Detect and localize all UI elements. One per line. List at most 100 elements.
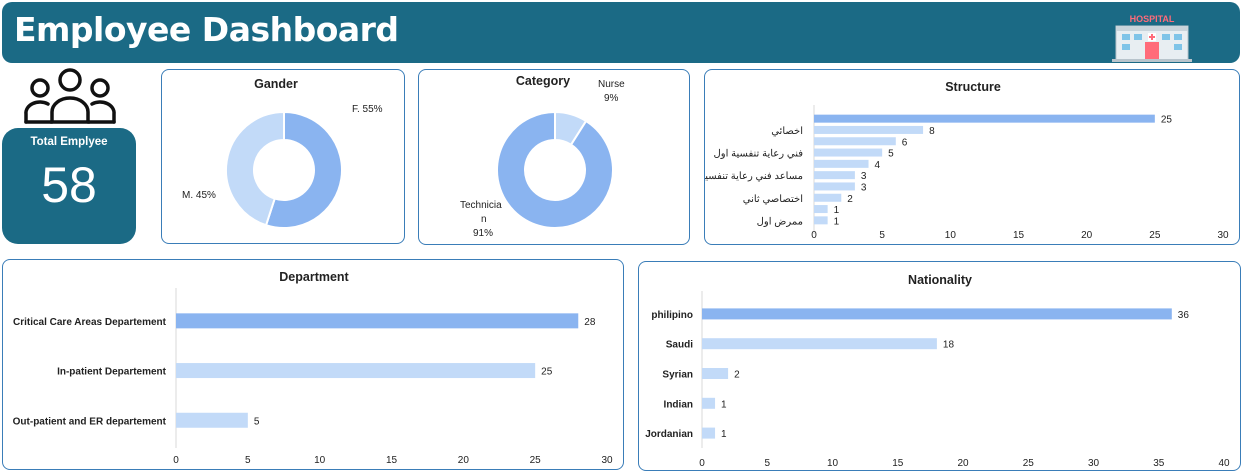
category-label: Jordanian	[645, 429, 693, 440]
bar-value-label: 5	[254, 416, 260, 427]
x-tick-label: 0	[699, 458, 705, 469]
nationality-chart-panel: Nationality 36 philipino 18 Saudi 2 Syrian 1 In…	[638, 261, 1241, 471]
header-banner: Employee Dashboard	[2, 2, 1240, 63]
x-tick-label: 0	[173, 455, 179, 466]
x-tick-label: 5	[245, 455, 251, 466]
bar-value-label: 3	[861, 182, 867, 193]
nationality-chart: Nationality 36 philipino 18 Saudi 2 Syrian 1 In…	[645, 273, 1230, 469]
pie-label-technician-2: n	[481, 214, 487, 225]
category-label: Out-patient and ER departement	[13, 416, 167, 427]
bar	[814, 159, 869, 168]
bar-value-label: 2	[734, 370, 740, 381]
pie-label-female: F. 55%	[352, 104, 383, 115]
hospital-logo-text: HOSPITAL	[1130, 14, 1175, 24]
pie-label-technician: Technicia	[460, 200, 502, 211]
category-label: Indian	[664, 399, 693, 410]
bar	[814, 205, 828, 214]
bar-value-label: 28	[584, 317, 596, 328]
x-tick-label: 10	[314, 455, 326, 466]
total-employee-card: Total Emplyee 58	[2, 128, 136, 244]
department-chart: Department 28 Critical Care Areas Departe…	[13, 270, 613, 466]
category-label: اخصائي	[771, 126, 803, 137]
bar	[702, 427, 716, 439]
nationality-chart-title: Nationality	[908, 273, 972, 287]
bar-value-label: 1	[834, 216, 840, 227]
bar-value-label: 18	[943, 340, 955, 351]
pie-label-nurse: Nurse	[598, 79, 625, 90]
bar-value-label: 8	[929, 126, 935, 137]
people-icon	[24, 68, 116, 124]
dashboard-title: Employee Dashboard	[14, 10, 399, 49]
department-chart-panel: Department 28 Critical Care Areas Departe…	[2, 259, 624, 470]
x-tick-label: 35	[1153, 458, 1165, 469]
nationality-bars: 36 philipino 18 Saudi 2 Syrian 1 Indian 1 Jordani…	[645, 291, 1230, 469]
bar-value-label: 36	[1178, 310, 1190, 321]
category-label: philipino	[651, 310, 693, 321]
bar-value-label: 1	[721, 399, 727, 410]
bar	[814, 137, 896, 146]
category-label: Syrian	[662, 370, 693, 381]
bar	[814, 125, 924, 134]
bar-value-label: 25	[541, 367, 553, 378]
x-tick-label: 15	[1013, 230, 1025, 241]
bar	[702, 338, 937, 350]
bar	[176, 412, 248, 428]
pie-slice-technician	[496, 110, 614, 229]
category-label: Saudi	[666, 340, 693, 351]
x-tick-label: 25	[1149, 230, 1161, 241]
bar-value-label: 25	[1161, 115, 1173, 126]
bar-value-label: 6	[902, 137, 908, 148]
gender-donut	[225, 110, 343, 229]
category-label: اختصاصي ثاني	[743, 194, 803, 205]
category-chart-panel: Category Nurse 9% Technicia n 91%	[418, 69, 690, 245]
bar	[814, 216, 828, 225]
category-chart-title: Category	[516, 74, 570, 88]
category-label: فني رعاية تنفسية اول	[714, 149, 804, 160]
x-tick-label: 0	[811, 230, 817, 241]
pie-label-male: M. 45%	[182, 190, 216, 201]
x-tick-label: 15	[386, 455, 398, 466]
bar	[702, 308, 1172, 320]
x-tick-label: 15	[892, 458, 904, 469]
bar-value-label: 3	[861, 171, 867, 182]
category-label: Critical Care Areas Departement	[13, 317, 167, 328]
bar	[176, 313, 579, 329]
bar	[814, 148, 883, 157]
category-label: ممرض اول	[757, 216, 803, 227]
pie-label-technician-pct: 91%	[473, 228, 493, 239]
department-bars: 28 Critical Care Areas Departement 25 In-pa…	[13, 288, 613, 466]
gender-chart: Gander F. 55% M. 45%	[182, 77, 383, 229]
gender-chart-title: Gander	[254, 77, 298, 91]
pie-slice-f-	[264, 110, 343, 229]
x-tick-label: 30	[1217, 230, 1229, 241]
structure-chart-panel: Structure 25 8 اخصائي 6 5 فني رعاية تنفسية او…	[704, 69, 1240, 245]
category-chart: Category Nurse 9% Technicia n 91%	[460, 74, 625, 239]
x-tick-label: 25	[1023, 458, 1035, 469]
x-tick-label: 10	[827, 458, 839, 469]
category-label: مساعد فني رعاية تنفسية	[705, 171, 803, 182]
bar	[814, 182, 855, 191]
category-donut	[496, 110, 614, 229]
x-tick-label: 20	[957, 458, 969, 469]
bar-value-label: 1	[834, 205, 840, 216]
bar-value-label: 1	[721, 429, 727, 440]
bar-value-label: 4	[875, 160, 881, 171]
x-tick-label: 25	[530, 455, 542, 466]
bar	[814, 171, 855, 180]
x-tick-label: 10	[945, 230, 957, 241]
x-tick-label: 40	[1218, 458, 1230, 469]
bar	[814, 193, 842, 202]
pie-label-nurse-pct: 9%	[604, 93, 619, 104]
bar-value-label: 2	[847, 194, 853, 205]
total-employee-label: Total Emplyee	[30, 136, 108, 148]
department-chart-title: Department	[279, 270, 349, 284]
hospital-icon: HOSPITAL	[1112, 14, 1192, 62]
category-label: In-patient Departement	[57, 367, 167, 378]
x-tick-label: 30	[1088, 458, 1100, 469]
x-tick-label: 5	[764, 458, 770, 469]
gender-chart-panel: Gander F. 55% M. 45%	[161, 69, 405, 244]
pie-slice-m-	[225, 110, 285, 227]
bar	[702, 397, 716, 409]
